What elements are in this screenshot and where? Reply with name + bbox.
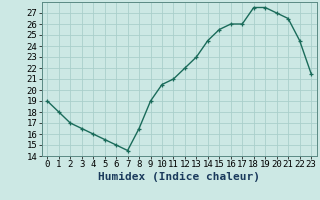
X-axis label: Humidex (Indice chaleur): Humidex (Indice chaleur): [98, 172, 260, 182]
